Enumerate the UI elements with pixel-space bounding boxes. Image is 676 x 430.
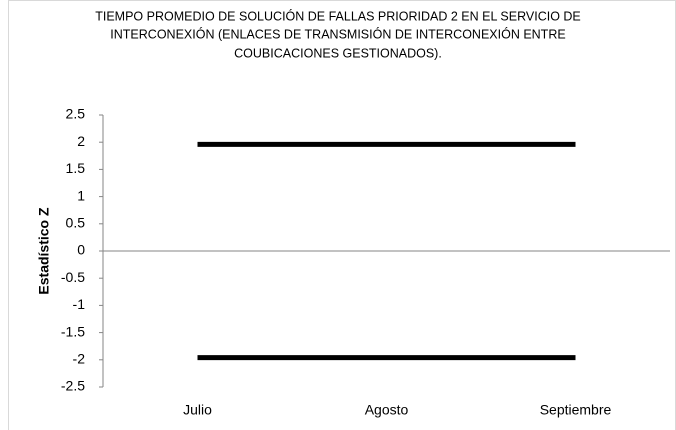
y-tick-label: -2 (73, 351, 86, 367)
y-tick-label: 0.5 (66, 215, 86, 231)
y-tick-label: 1 (77, 187, 85, 203)
y-tick-label: -1 (73, 296, 86, 312)
x-tick-label: Septiembre (540, 402, 612, 418)
y-tick-label: 1.5 (66, 160, 86, 176)
y-tick-label: -1.5 (61, 323, 85, 339)
chart-title: INTERCONEXIÓN (ENLACES DE TRANSMISIÓN DE… (110, 26, 565, 41)
y-tick-label: -0.5 (61, 269, 85, 285)
chart-title: COUBICACIONES GESTIONADOS). (234, 46, 442, 60)
x-tick-label: Agosto (365, 402, 409, 418)
y-tick-label: -2.5 (61, 378, 85, 394)
chart-border (8, 0, 676, 430)
y-tick-label: 2 (77, 133, 85, 149)
y-tick-label: 0 (77, 242, 85, 258)
chart-title: TIEMPO PROMEDIO DE SOLUCIÓN DE FALLAS PR… (95, 8, 581, 23)
y-tick-label: 2.5 (66, 106, 86, 122)
y-axis-label: Estadístico Z (36, 207, 52, 295)
x-tick-label: Julio (183, 402, 212, 418)
